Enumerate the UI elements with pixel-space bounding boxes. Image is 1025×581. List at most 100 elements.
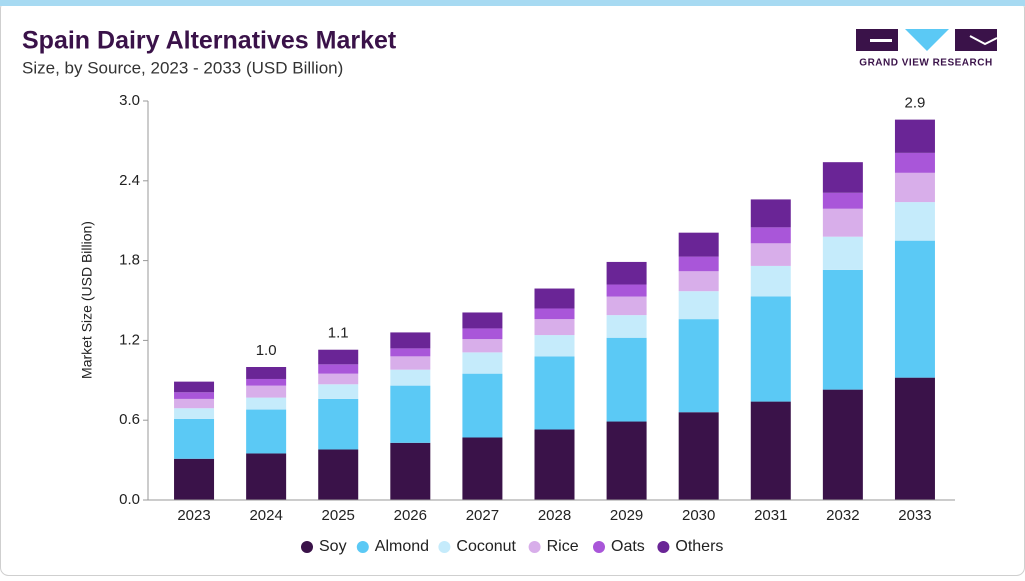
bar-segment [606,296,647,316]
bar-segment [318,349,359,365]
chart-subtitle: Size, by Source, 2023 - 2033 (USD Billio… [22,58,343,77]
y-tick-label: 3.0 [119,92,140,109]
bar-segment [318,384,359,399]
x-tick-label: 2027 [466,507,499,524]
x-tick-label: 2028 [538,507,571,524]
bar-segment [822,269,863,390]
y-tick-label: 0.6 [119,411,140,428]
y-tick-label: 1.2 [119,331,140,348]
bar-segment [678,256,719,272]
bar-segment [246,397,287,410]
bar-segment [174,398,215,409]
bar-segment [822,208,863,237]
bar-segment [606,421,647,500]
y-tick-label: 0.0 [119,491,140,508]
chart-title: Spain Dairy Alternatives Market [22,27,397,55]
bar-segment [606,261,647,285]
bar-segment [318,449,359,500]
legend-label: Rice [547,538,579,555]
bar-segment [534,429,575,500]
y-tick-label: 1.8 [119,252,140,269]
bar-segment [750,227,791,244]
bar-segment [606,315,647,338]
total-label: 1.1 [328,325,349,342]
brand: GRAND VIEW RESEARCH [859,58,992,69]
x-tick-label: 2031 [754,507,787,524]
bar-segment [390,369,431,386]
bar-segment [822,389,863,500]
bar-segment [462,339,503,353]
legend-swatch [528,541,541,553]
bar-segment [462,373,503,438]
bar-segment [246,385,287,398]
total-label: 2.9 [905,95,926,112]
bar-segment [894,202,935,241]
y-axis-label: Market Size (USD Billion) [79,221,95,379]
bar-segment [318,364,359,374]
legend-label: Soy [319,538,347,555]
x-tick-label: 2024 [249,507,282,524]
bar-segment [750,265,791,297]
x-tick-label: 2033 [898,507,931,524]
bar-segment [246,367,287,379]
bar-segment [390,385,431,443]
bar-segment [174,392,215,399]
bar-segment [894,152,935,173]
bar-segment [678,271,719,292]
x-tick-label: 2026 [394,507,427,524]
x-tick-label: 2023 [177,507,210,524]
bar-segment [534,288,575,309]
y-tick-label: 2.4 [119,172,140,189]
bar-segment [894,240,935,378]
bar-segment [606,284,647,297]
total-label: 1.0 [256,342,277,359]
bar-segment [462,312,503,329]
bar-segment [462,352,503,374]
bar-segment [894,377,935,500]
bar-segment [750,243,791,266]
bar-segment [246,378,287,386]
bar-segment [678,319,719,413]
bar-segment [750,199,791,228]
bar-segment [750,296,791,402]
x-tick-label: 2030 [682,507,715,524]
bar-segment [534,356,575,430]
x-tick-label: 2025 [322,507,355,524]
bar-segment [246,453,287,500]
legend-swatch [356,541,369,553]
bar-segment [894,119,935,153]
bar-segment [174,418,215,459]
bar-segment [390,348,431,357]
bar-segment [318,373,359,385]
bar-segment [390,442,431,500]
bar-segment [174,458,215,500]
bar-segment [678,291,719,320]
legend-label: Others [675,538,723,555]
legend-label: Coconut [456,538,516,555]
top-stripe [0,0,1025,6]
x-tick-label: 2032 [826,507,859,524]
legend-swatch [438,541,451,553]
x-tick-label: 2029 [610,507,643,524]
bar-segment [822,236,863,270]
legend-swatch [657,541,670,553]
bar-segment [534,335,575,357]
bar-segment [174,408,215,419]
bar-segment [462,437,503,500]
bar-segment [678,232,719,257]
bar-segment [318,398,359,450]
bar-segment [822,192,863,209]
bar-segment [822,162,863,193]
bar-segment [390,332,431,349]
legend-swatch [301,541,313,553]
bar-segment [462,328,503,340]
legend-label: Oats [611,538,645,555]
legend-label: Almond [375,538,429,555]
bar-segment [750,401,791,500]
bar-segment [174,381,215,393]
bar-segment [390,356,431,370]
logo: GRAND VIEW RESEARCH [856,29,998,69]
